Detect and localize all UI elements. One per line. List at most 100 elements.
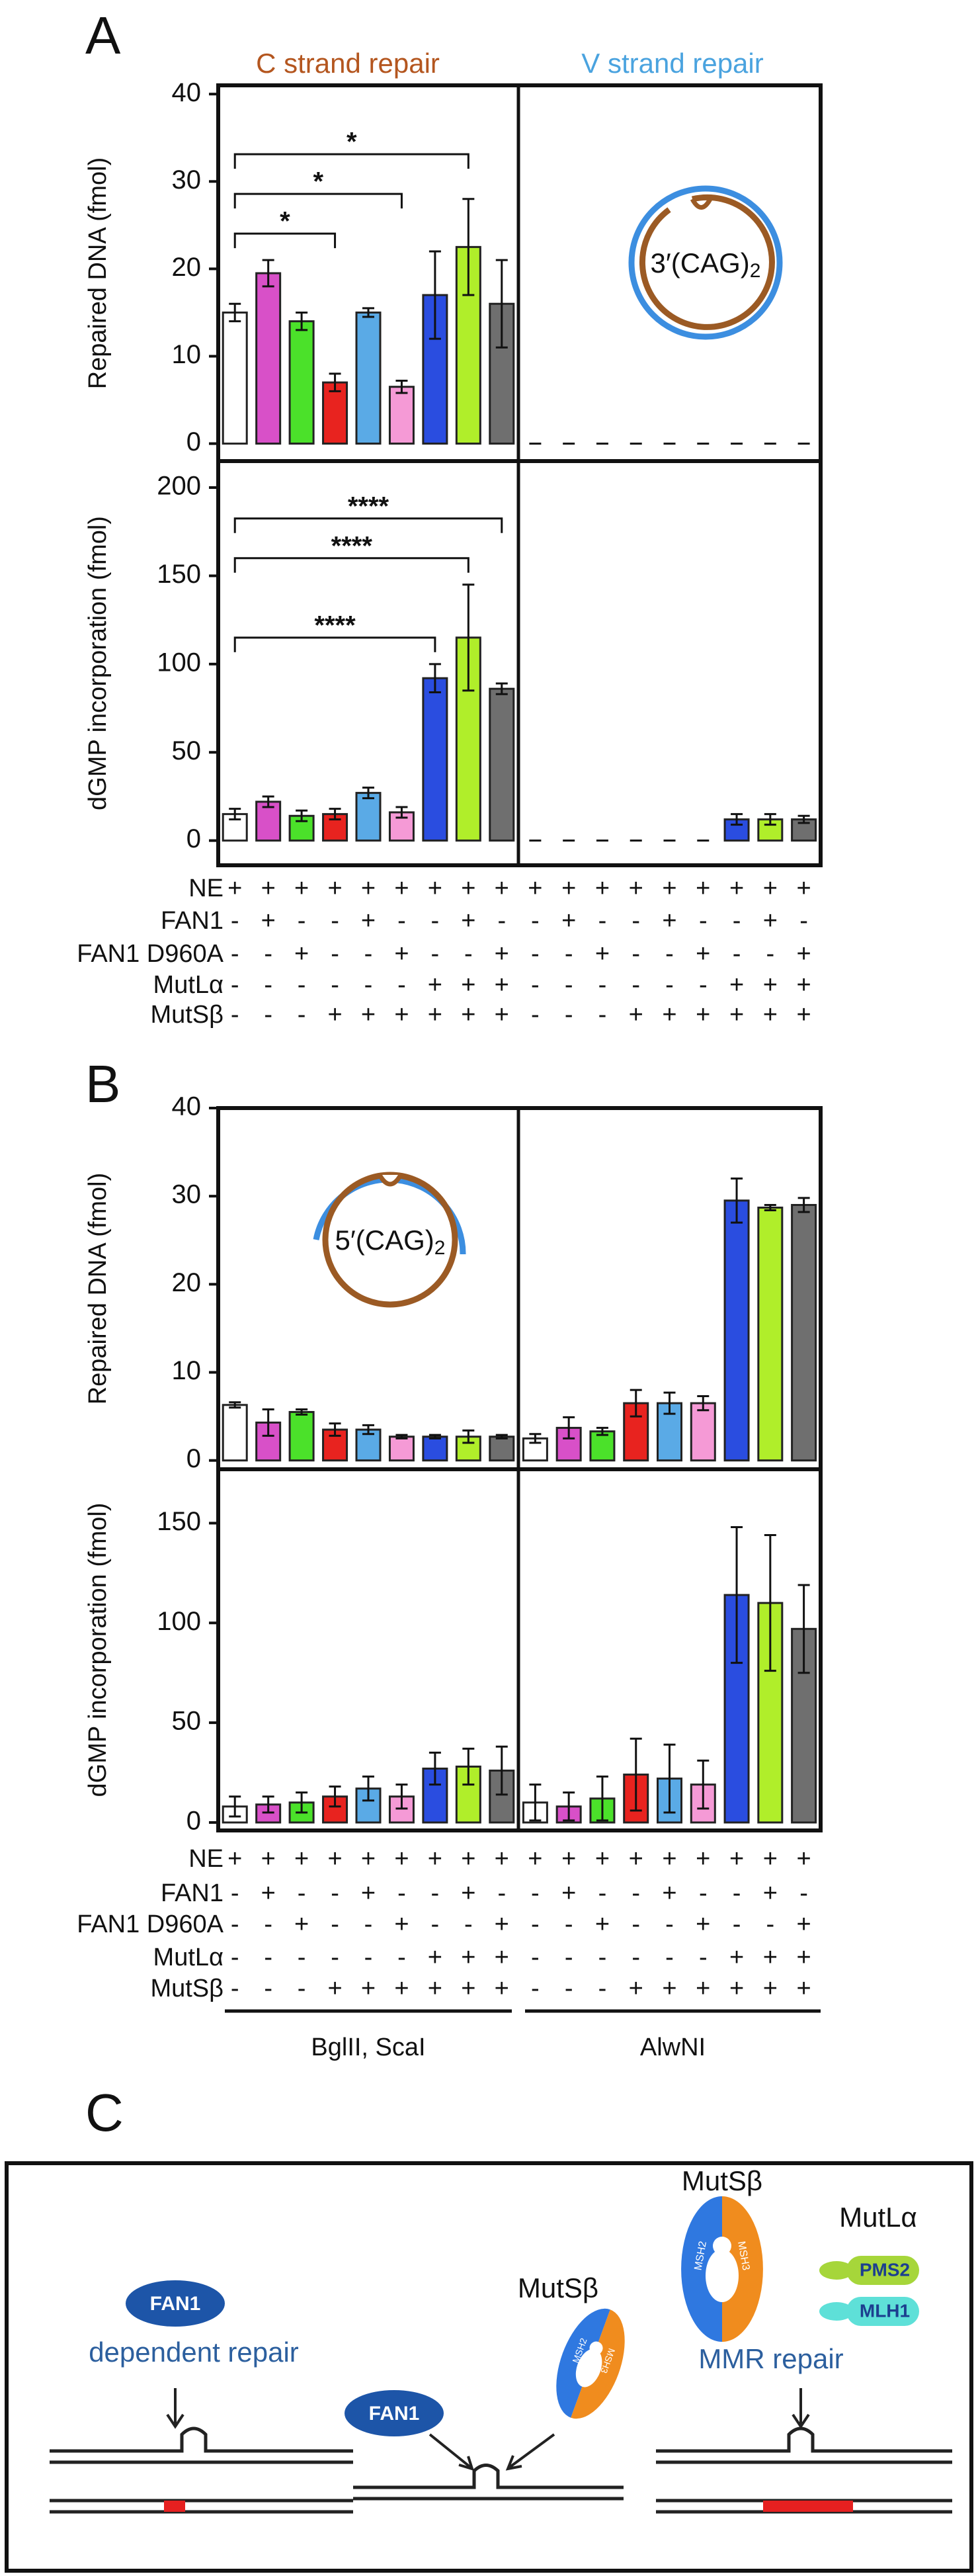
bar	[355, 792, 382, 842]
bar	[489, 687, 515, 842]
error-bar	[797, 1197, 810, 1213]
condition-mark: +	[763, 1879, 778, 1907]
condition-mark: -	[431, 1879, 440, 1907]
condition-mark: +	[595, 875, 610, 902]
condition-mark: +	[327, 1001, 342, 1029]
y-tick-label: 50	[172, 1707, 202, 1736]
error-bar	[529, 1783, 542, 1822]
condition-mark: +	[729, 1001, 744, 1029]
condition-mark: +	[327, 1845, 342, 1873]
condition-mark: -	[531, 1001, 540, 1029]
condition-mark: +	[561, 1845, 576, 1873]
y-tick-label: 0	[186, 824, 201, 853]
condition-mark: +	[394, 1975, 409, 2002]
error-bar	[262, 795, 274, 808]
condition-mark: -	[298, 971, 306, 999]
condition-mark: +	[595, 1845, 610, 1873]
error-bar	[764, 813, 776, 826]
condition-mark: -	[298, 1879, 306, 1907]
condition-mark: -	[531, 907, 540, 935]
condition-mark: +	[361, 1879, 376, 1907]
condition-mark: +	[561, 1879, 576, 1907]
condition-mark: +	[361, 907, 376, 935]
bar	[791, 1203, 817, 1462]
condition-label: MutSβ	[150, 1001, 224, 1029]
y-tick-label: 10	[172, 340, 202, 369]
error-bar	[495, 682, 508, 695]
plasmid-inset: 5′(CAG)2	[313, 1172, 466, 1308]
protein-label: MutSβ	[518, 2272, 598, 2303]
condition-mark: +	[461, 971, 475, 999]
condition-mark: -	[264, 940, 272, 968]
error-bar	[229, 1795, 241, 1818]
y-tick-label: 0	[186, 1806, 201, 1835]
protein-label: MLH1	[860, 2300, 910, 2321]
condition-mark: +	[428, 1975, 442, 2002]
y-tick-label: 200	[157, 472, 201, 501]
condition-mark: +	[696, 1001, 710, 1029]
error-bar	[797, 814, 810, 824]
error-bar	[731, 1178, 743, 1224]
condition-mark: -	[431, 1911, 440, 1938]
condition-mark: -	[565, 1001, 573, 1029]
condition-mark: -	[598, 1879, 607, 1907]
condition-mark: -	[699, 971, 708, 999]
error-bar	[797, 1584, 810, 1674]
error-bar	[663, 1743, 676, 1814]
dna	[50, 2499, 353, 2514]
condition-mark: +	[261, 1845, 276, 1873]
inset-label: 3′(CAG)2	[651, 247, 761, 282]
condition-mark: +	[428, 971, 442, 999]
pms2-protein	[846, 2256, 919, 2285]
condition-mark: -	[598, 971, 607, 999]
condition-mark: -	[531, 1944, 540, 1971]
condition-mark: -	[766, 1911, 775, 1938]
significance-label: *	[280, 207, 290, 236]
inset-label-sub: 2	[750, 260, 761, 282]
condition-mark: +	[629, 1975, 643, 2002]
condition-mark: +	[662, 1845, 676, 1873]
bar	[255, 800, 282, 842]
y-axis-label: Repaired DNA (fmol)	[84, 157, 112, 390]
condition-mark: -	[264, 1911, 272, 1938]
y-tick-label: 40	[172, 1092, 202, 1121]
condition-mark: -	[431, 940, 440, 968]
condition-mark: -	[331, 1944, 339, 1971]
condition-mark: +	[261, 1879, 276, 1907]
condition-mark: -	[298, 1944, 306, 1971]
condition-mark: +	[763, 1845, 778, 1873]
condition-mark: +	[495, 940, 509, 968]
bar	[222, 311, 248, 445]
error-bar	[764, 1534, 776, 1672]
bar	[723, 1199, 750, 1462]
error-bar	[395, 1783, 408, 1810]
error-bar	[428, 1434, 441, 1439]
condition-mark: +	[361, 875, 376, 902]
panel-letter: C	[85, 2083, 124, 2142]
condition-mark: +	[394, 1911, 409, 1938]
condition-mark: +	[394, 1001, 409, 1029]
condition-mark: -	[733, 907, 741, 935]
condition-mark: +	[428, 875, 442, 902]
condition-mark: +	[797, 940, 811, 968]
error-bar	[229, 808, 241, 821]
condition-mark: -	[264, 1975, 272, 2002]
condition-mark: +	[461, 1944, 475, 1971]
condition-mark: +	[394, 940, 409, 968]
condition-mark: +	[595, 940, 610, 968]
error-bar	[663, 1391, 676, 1415]
condition-mark: +	[394, 875, 409, 902]
condition-label: MutLα	[153, 1944, 224, 1971]
error-bar	[495, 1434, 508, 1439]
condition-mark: +	[461, 875, 475, 902]
condition-mark: +	[763, 875, 778, 902]
condition-mark: -	[464, 940, 473, 968]
y-tick-label: 150	[157, 1507, 201, 1536]
dna	[656, 2426, 952, 2464]
repair-patch	[164, 2501, 185, 2512]
condition-mark: +	[461, 1879, 475, 1907]
error-bar	[462, 1429, 475, 1444]
condition-mark: -	[331, 971, 339, 999]
condition-mark: +	[261, 907, 276, 935]
